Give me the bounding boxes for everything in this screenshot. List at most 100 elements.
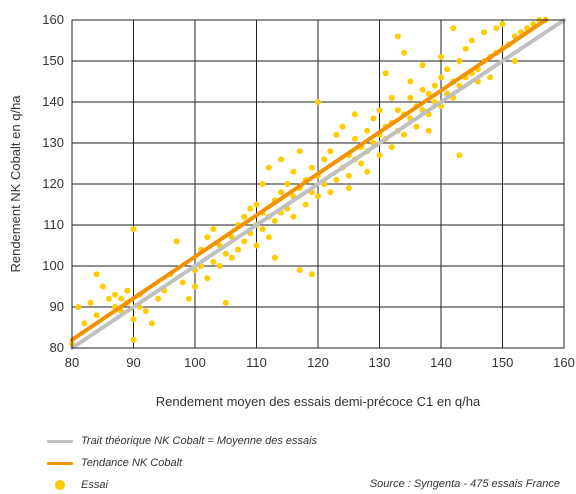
x-tick-label: 110 xyxy=(246,355,267,370)
data-point xyxy=(339,123,346,130)
data-point xyxy=(112,291,118,298)
data-point xyxy=(204,275,211,282)
data-point xyxy=(456,58,463,64)
legend-trend-swatch xyxy=(47,461,73,465)
data-point xyxy=(235,246,242,253)
y-tick-label: 90 xyxy=(50,299,64,314)
data-point xyxy=(253,242,260,249)
data-point xyxy=(419,86,426,93)
data-point xyxy=(216,263,223,269)
data-point xyxy=(456,152,463,159)
data-point xyxy=(124,287,131,294)
data-point xyxy=(130,336,137,343)
data-point xyxy=(370,115,377,122)
axis-ticks: 80 90 100 110 120 130 140 150 160 80 90 100 110 120 13… xyxy=(42,12,575,370)
x-tick-label: 130 xyxy=(369,355,391,370)
data-point xyxy=(388,144,395,151)
data-point xyxy=(222,250,229,257)
data-point xyxy=(308,271,315,278)
data-point xyxy=(315,193,321,200)
data-point xyxy=(148,320,155,327)
data-point xyxy=(413,123,420,130)
data-point xyxy=(130,316,137,323)
data-point xyxy=(351,111,358,118)
trend-line xyxy=(70,18,548,342)
legend-essai-label: Essai xyxy=(81,479,108,491)
data-point xyxy=(130,226,137,233)
data-point xyxy=(351,135,358,142)
data-point xyxy=(222,299,229,306)
y-tick-label: 100 xyxy=(42,258,64,273)
trend-lines xyxy=(70,18,566,350)
data-point xyxy=(192,283,198,290)
data-point xyxy=(179,279,186,286)
y-tick-label: 130 xyxy=(42,135,64,150)
data-point xyxy=(394,33,401,40)
data-point xyxy=(376,152,383,159)
x-tick-label: 120 xyxy=(307,355,329,370)
data-point xyxy=(382,70,389,77)
data-point xyxy=(462,45,469,52)
data-point xyxy=(204,234,211,241)
data-point xyxy=(271,254,278,261)
data-point xyxy=(388,94,395,101)
y-tick-label: 140 xyxy=(42,94,64,109)
data-point xyxy=(511,58,518,64)
data-point xyxy=(450,25,457,32)
source-note: Source : Syngenta - 475 essais France xyxy=(369,478,560,490)
data-point xyxy=(302,201,309,208)
data-point xyxy=(481,29,488,36)
data-point xyxy=(327,148,334,155)
data-point xyxy=(407,94,414,101)
data-point xyxy=(210,226,217,233)
data-point xyxy=(228,254,235,261)
data-point xyxy=(333,131,340,138)
data-point xyxy=(259,181,266,187)
x-tick-label: 90 xyxy=(126,355,140,370)
data-point xyxy=(425,127,432,134)
y-tick-label: 150 xyxy=(42,53,64,68)
data-point xyxy=(253,201,260,208)
data-point xyxy=(358,160,365,167)
data-point xyxy=(259,226,266,233)
data-point xyxy=(364,127,371,134)
legend-item-theoretical: Trait théorique NK Cobalt = Moyenne des … xyxy=(47,432,317,450)
data-point xyxy=(185,295,192,302)
data-point xyxy=(290,168,297,175)
data-point xyxy=(278,156,285,163)
legend-item-essai: Essai xyxy=(47,476,108,494)
data-point xyxy=(401,131,408,138)
y-axis-label: Rendement NK Cobalt en q/ha xyxy=(8,95,23,273)
data-point xyxy=(247,205,254,212)
legend-essai-swatch xyxy=(55,480,65,490)
data-point xyxy=(93,312,100,319)
data-point xyxy=(87,299,94,306)
data-point xyxy=(499,21,506,28)
x-tick-label: 160 xyxy=(553,355,575,370)
data-point xyxy=(345,185,352,192)
data-point xyxy=(118,295,125,302)
data-point xyxy=(345,172,352,179)
data-point xyxy=(296,267,303,274)
data-point xyxy=(431,82,438,89)
plot-frame xyxy=(71,19,565,349)
x-tick-label: 80 xyxy=(65,355,79,370)
data-point xyxy=(425,90,432,97)
data-point xyxy=(271,217,278,224)
data-point xyxy=(394,107,401,114)
data-point xyxy=(105,295,112,302)
data-point xyxy=(81,320,88,327)
legend-theoretical-label: Trait théorique NK Cobalt = Moyenne des … xyxy=(81,435,318,447)
x-tick-label: 100 xyxy=(184,355,206,370)
data-point xyxy=(210,258,217,265)
legend-theoretical-swatch xyxy=(47,439,73,443)
data-point xyxy=(333,176,340,183)
data-point xyxy=(290,213,297,220)
theoretical-line xyxy=(70,18,566,350)
x-axis-label: Rendement moyen des essais demi-précoce … xyxy=(156,394,481,409)
y-tick-label: 80 xyxy=(50,340,64,355)
data-point xyxy=(364,168,371,175)
data-point xyxy=(265,164,272,171)
data-point xyxy=(493,25,500,32)
